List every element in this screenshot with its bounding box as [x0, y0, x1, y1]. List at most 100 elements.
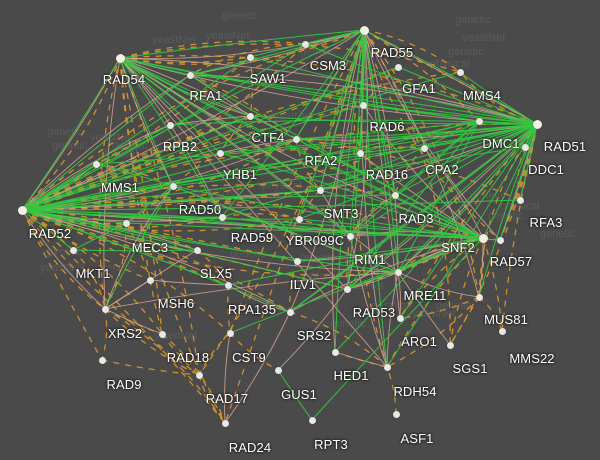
genetic-edge	[519, 123, 538, 201]
physical-edge	[277, 288, 348, 371]
graph-node-rpa135[interactable]	[224, 281, 232, 289]
genetic-edge	[386, 366, 397, 415]
graph-node-msh6[interactable]	[146, 276, 154, 284]
graph-node-ybr099c[interactable]	[295, 215, 303, 223]
graph-node-csm3[interactable]	[301, 40, 309, 48]
graph-node-mms22[interactable]	[498, 327, 506, 335]
coexpression-edge	[362, 104, 480, 122]
graph-node-rad3[interactable]	[391, 191, 399, 199]
watermark-label: genetic	[448, 46, 484, 58]
genetic-edge	[21, 57, 121, 211]
graph-node-rad52[interactable]	[17, 205, 27, 215]
node-label-rim1: RIM1	[354, 252, 386, 267]
coexpression-edge	[319, 123, 538, 191]
graph-node-slx5[interactable]	[193, 246, 201, 254]
genetic-edge	[289, 260, 298, 313]
graph-node-mus81[interactable]	[475, 293, 483, 301]
node-label-rad52: RAD52	[28, 226, 72, 241]
genetic-edge	[399, 237, 484, 319]
coexpression-edge	[397, 123, 538, 273]
graph-node-rad57[interactable]	[496, 236, 504, 244]
coexpression-edge	[189, 74, 538, 125]
graph-node-rad50[interactable]	[169, 182, 177, 190]
physical-edge	[334, 351, 388, 368]
graph-node-gus1[interactable]	[274, 366, 282, 374]
graph-node-rad9[interactable]	[98, 356, 106, 364]
physical-edge	[119, 57, 480, 122]
coexpression-edge	[21, 74, 191, 211]
graph-node-mms1[interactable]	[92, 160, 100, 168]
graph-node-rad24[interactable]	[221, 419, 229, 427]
graph-node-rfa3[interactable]	[516, 196, 524, 204]
genetic-edge	[363, 29, 501, 241]
graph-node-ddc1[interactable]	[521, 143, 529, 151]
graph-node-cpa2[interactable]	[420, 144, 428, 152]
graph-node-cst9[interactable]	[226, 329, 234, 337]
node-label-cst9: CST9	[232, 350, 266, 365]
graph-node-hed1[interactable]	[331, 348, 339, 356]
genetic-edge	[125, 185, 174, 224]
graph-node-rad17[interactable]	[195, 371, 203, 379]
graph-node-ctf4[interactable]	[246, 112, 254, 120]
graph-node-asf1[interactable]	[392, 410, 400, 418]
genetic-edge	[101, 359, 200, 376]
graph-node-rpb2[interactable]	[166, 121, 174, 129]
graph-node-rad59[interactable]	[218, 213, 226, 221]
genetic-edge	[449, 237, 484, 346]
node-label-mms4: MMS4	[463, 88, 501, 103]
graph-node-mkt1[interactable]	[69, 246, 77, 254]
graph-node-ilv1[interactable]	[293, 257, 301, 265]
physical-edge	[189, 74, 538, 125]
graph-node-aro1[interactable]	[396, 314, 404, 322]
node-label-rdh54: RDH54	[393, 384, 437, 399]
graph-node-rad16[interactable]	[356, 149, 364, 157]
graph-node-rim1[interactable]	[346, 232, 354, 240]
graph-node-gfa1[interactable]	[394, 63, 402, 71]
genetic-edge	[21, 209, 127, 225]
graph-node-yhb1[interactable]	[216, 149, 224, 157]
graph-node-rad18[interactable]	[158, 330, 166, 338]
coexpression-edge	[95, 163, 174, 187]
graph-node-sgs1[interactable]	[446, 341, 454, 349]
node-label-csm3: CSM3	[309, 58, 347, 73]
node-label-rad9: RAD9	[106, 377, 142, 392]
graph-node-saw1[interactable]	[246, 53, 254, 61]
watermark-label: genetic	[455, 14, 491, 26]
node-label-dmc1: DMC1	[482, 136, 520, 151]
graph-node-mms4[interactable]	[456, 68, 464, 76]
node-label-rad51: RAD51	[543, 139, 587, 154]
graph-node-rad54[interactable]	[115, 53, 125, 63]
watermark-label: yeastNet	[462, 32, 506, 44]
graph-node-rpt3[interactable]	[308, 416, 316, 424]
graph-node-snf2[interactable]	[478, 233, 488, 243]
graph-node-dmc1[interactable]	[475, 117, 483, 125]
graph-node-smt3[interactable]	[316, 186, 324, 194]
physical-edge	[104, 185, 174, 310]
graph-node-rad51[interactable]	[532, 119, 542, 129]
physical-edge	[21, 57, 121, 211]
graph-node-rad53[interactable]	[343, 285, 351, 293]
graph-node-rdh54[interactable]	[383, 363, 391, 371]
coexpression-edge	[399, 123, 538, 319]
graph-node-srs2[interactable]	[286, 308, 294, 316]
graph-node-mre11[interactable]	[394, 268, 402, 276]
physical-edge	[119, 57, 297, 140]
graph-node-rad55[interactable]	[359, 25, 369, 35]
node-label-srs2: SRS2	[296, 328, 332, 343]
graph-node-rfa1[interactable]	[186, 71, 194, 79]
watermark-label: genetic	[330, 318, 366, 330]
genetic-edge	[21, 209, 231, 334]
coexpression-edge	[229, 237, 484, 334]
physical-edge	[21, 209, 106, 310]
coexpression-edge	[189, 29, 365, 76]
genetic-edge	[386, 296, 480, 368]
graph-node-rad6[interactable]	[359, 101, 367, 109]
graph-node-mec3[interactable]	[122, 219, 130, 227]
graph-node-rfa2[interactable]	[292, 135, 300, 143]
graph-node-xrs2[interactable]	[101, 305, 109, 313]
node-label-xrs2: XRS2	[107, 326, 143, 341]
coexpression-edge	[459, 71, 538, 125]
